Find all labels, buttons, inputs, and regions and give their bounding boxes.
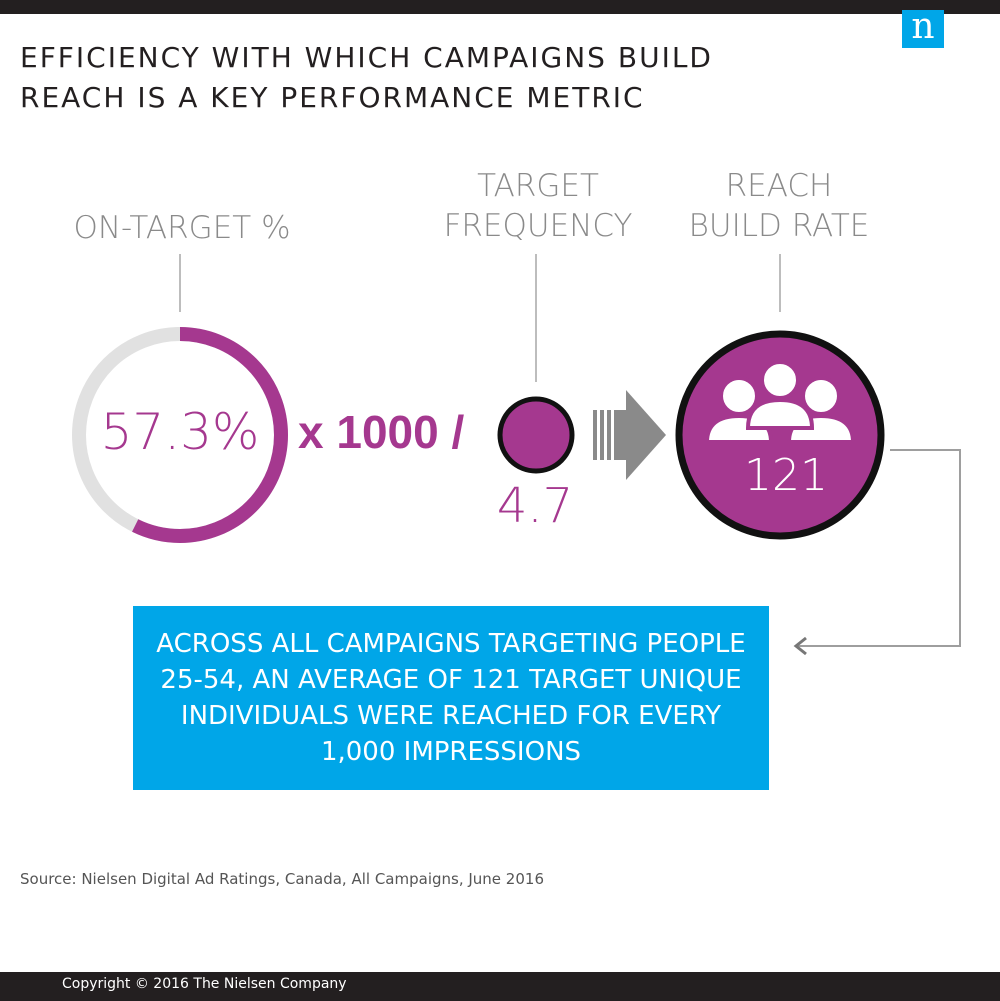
title-line-2: REACH IS A KEY PERFORMANCE METRIC: [20, 81, 645, 114]
target-frequency-label-line1: TARGET: [477, 168, 599, 204]
bottom-bar: Copyright © 2016 The Nielsen Company: [0, 972, 1000, 1001]
copyright-text: Copyright © 2016 The Nielsen Company: [62, 976, 347, 992]
reach-build-rate-label-line2: BUILD RATE: [688, 208, 870, 244]
callout-arrowhead-icon: [793, 636, 807, 656]
target-frequency-label: TARGET FREQUENCY: [414, 166, 662, 246]
page-title: EFFICIENCY WITH WHICH CAMPAIGNS BUILD RE…: [20, 38, 880, 118]
people-group-icon: [704, 360, 856, 444]
summary-callout-text: ACROSS ALL CAMPAIGNS TARGETING PEOPLE 25…: [156, 629, 746, 767]
reach-build-rate-label: REACH BUILD RATE: [672, 166, 886, 246]
target-frequency-label-line2: FREQUENCY: [443, 208, 633, 244]
source-note: Source: Nielsen Digital Ad Ratings, Cana…: [20, 870, 544, 888]
summary-callout: ACROSS ALL CAMPAIGNS TARGETING PEOPLE 25…: [133, 606, 769, 790]
on-target-ring-fill: [72, 327, 288, 543]
top-bar: [0, 0, 1000, 14]
target-frequency-dot: [497, 396, 575, 474]
arrow-icon: [593, 390, 666, 480]
title-line-1: EFFICIENCY WITH WHICH CAMPAIGNS BUILD: [20, 41, 713, 74]
callout-connector: [798, 449, 961, 647]
on-target-label: ON-TARGET %: [40, 208, 324, 248]
target-frequency-value: 4.7: [496, 478, 574, 534]
on-target-value: 57.3%: [100, 403, 260, 461]
nielsen-logo: n: [902, 9, 944, 48]
on-target-label-text: ON-TARGET %: [73, 210, 291, 246]
formula-multiplier: x 1000 /: [298, 406, 465, 458]
reach-build-rate-label-line1: REACH: [725, 168, 833, 204]
reach-build-rate-value: 121: [744, 450, 828, 501]
